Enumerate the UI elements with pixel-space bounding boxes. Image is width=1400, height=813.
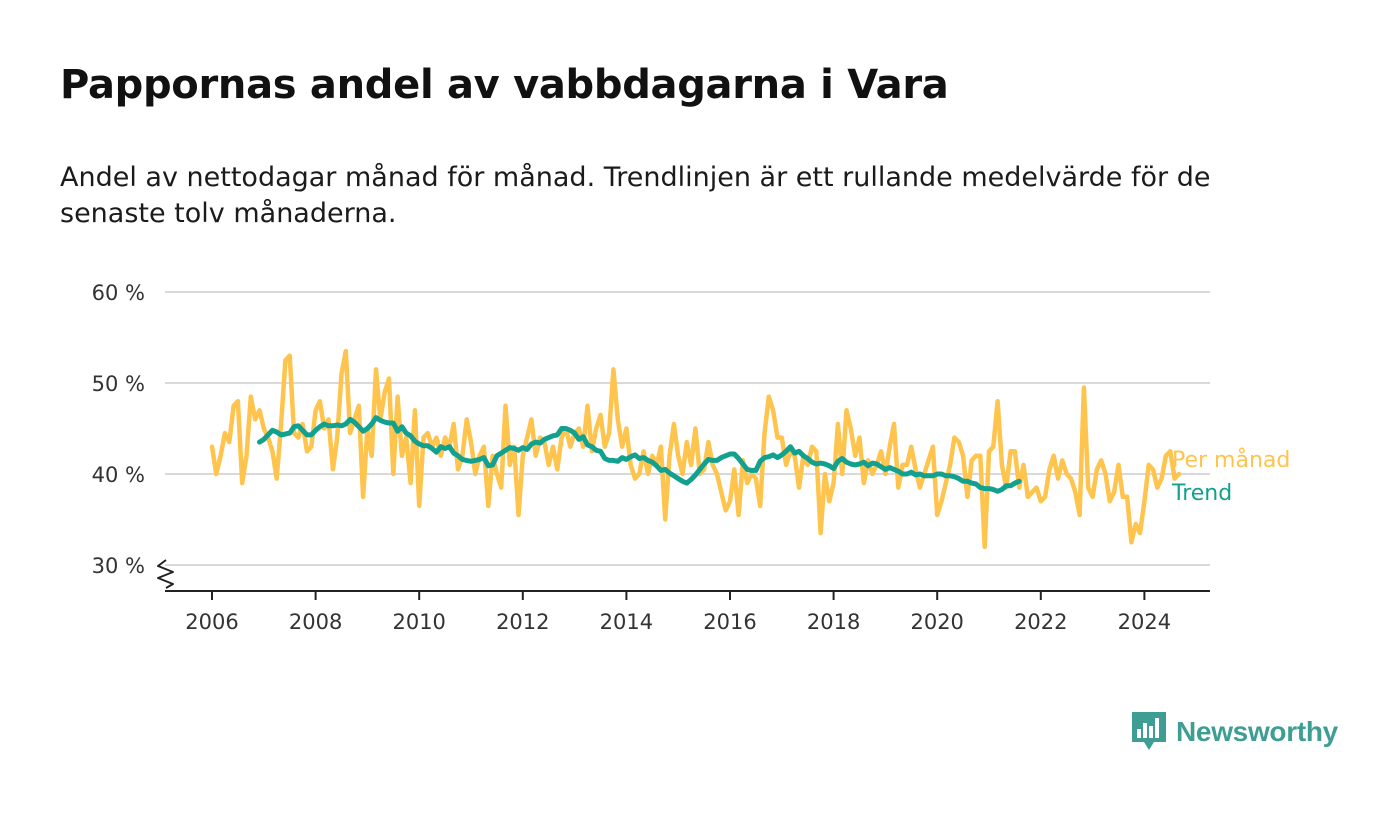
series-line-trend <box>257 415 1022 494</box>
series-lines <box>209 348 1182 550</box>
y-tick-label: 30 % <box>92 554 145 578</box>
x-tick-label: 2014 <box>600 610 653 634</box>
x-tick-label: 2020 <box>910 610 963 634</box>
x-tick-label: 2022 <box>1014 610 1067 634</box>
x-tick-label: 2006 <box>185 610 238 634</box>
x-tick-label: 2012 <box>496 610 549 634</box>
x-tick-label: 2018 <box>807 610 860 634</box>
x-tick-label: 2016 <box>703 610 756 634</box>
grid-lines <box>165 291 1210 566</box>
series-line-per-manad <box>209 348 1182 550</box>
brand-name: Newsworthy <box>1176 716 1338 747</box>
brand-logo[interactable]: Newsworthy <box>1132 712 1338 752</box>
chart-subtitle: Andel av nettodagar månad för månad. Tre… <box>60 162 1211 229</box>
x-tick-label: 2024 <box>1118 610 1171 634</box>
y-tick-label: 40 % <box>92 463 145 487</box>
series-labels: Per månad Trend <box>1171 447 1290 506</box>
page-title: Pappornas andel av vabbdagarna i Vara <box>60 62 949 108</box>
series-label-per-manad: Per månad <box>1172 447 1290 473</box>
y-tick-label: 50 % <box>92 372 145 396</box>
axes: 30 % 40 % 50 % 60 % 2006 2008 2010 2012 2014 2016… <box>92 281 1210 634</box>
newsworthy-logo-icon <box>1132 712 1166 750</box>
x-tick-label: 2010 <box>392 610 445 634</box>
y-axis-break <box>157 559 174 589</box>
x-tick-label: 2008 <box>289 610 342 634</box>
series-label-trend: Trend <box>1171 481 1232 506</box>
y-tick-label: 60 % <box>92 281 145 305</box>
